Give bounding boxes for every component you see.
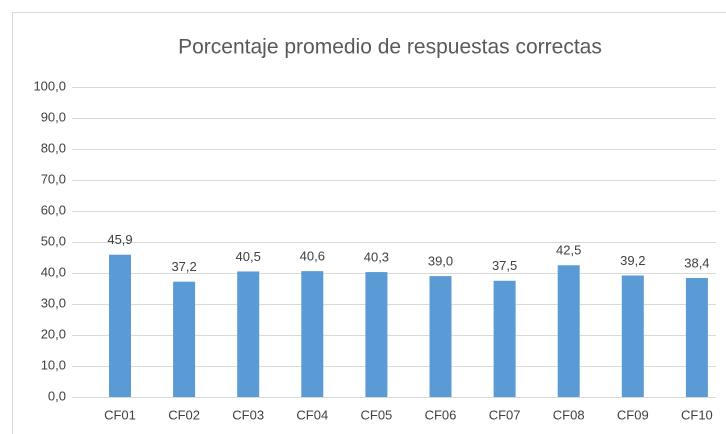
bar (173, 281, 196, 397)
chart-title: Porcentaje promedio de respuestas correc… (178, 36, 602, 59)
y-tick-label: 80,0 (41, 140, 66, 155)
x-tick-label: CF08 (553, 407, 585, 422)
data-label: 39,2 (620, 253, 645, 268)
data-label: 42,5 (556, 243, 581, 258)
y-tick-label: 70,0 (41, 171, 66, 186)
x-tick-label: CF10 (681, 407, 713, 422)
bar (429, 276, 452, 397)
bar (621, 275, 644, 397)
x-tick-label: CF07 (489, 407, 521, 422)
x-tick-label: CF01 (104, 407, 136, 422)
x-tick-label: CF06 (425, 407, 457, 422)
y-tick-label: 50,0 (41, 233, 66, 248)
data-label: 40,5 (236, 249, 261, 264)
x-tick-label: CF03 (232, 407, 264, 422)
y-tick-label: 100,0 (33, 78, 66, 93)
y-tick-label: 40,0 (41, 264, 66, 279)
data-label: 37,5 (492, 258, 517, 273)
data-label: 40,6 (300, 249, 325, 264)
data-label: 45,9 (107, 232, 132, 247)
x-tick-label: CF05 (361, 407, 393, 422)
bar (301, 271, 324, 397)
bar (109, 254, 131, 397)
y-tick-label: 10,0 (41, 357, 66, 372)
bar (557, 265, 580, 397)
y-tick-label: 30,0 (41, 295, 66, 310)
y-tick-label: 20,0 (41, 326, 66, 341)
data-label: 40,3 (364, 250, 389, 265)
data-label: 38,4 (684, 255, 709, 270)
bar (237, 271, 260, 397)
y-tick-label: 0,0 (48, 388, 66, 403)
bar (365, 272, 388, 397)
x-tick-label: CF02 (168, 407, 200, 422)
data-label: 37,2 (171, 259, 196, 274)
bar (685, 277, 708, 397)
x-tick-label: CF09 (617, 407, 649, 422)
bar (493, 280, 516, 397)
x-tick-label: CF04 (296, 407, 328, 422)
y-tick-label: 60,0 (41, 202, 66, 217)
data-label: 39,0 (428, 254, 453, 269)
y-tick-label: 90,0 (41, 109, 66, 124)
